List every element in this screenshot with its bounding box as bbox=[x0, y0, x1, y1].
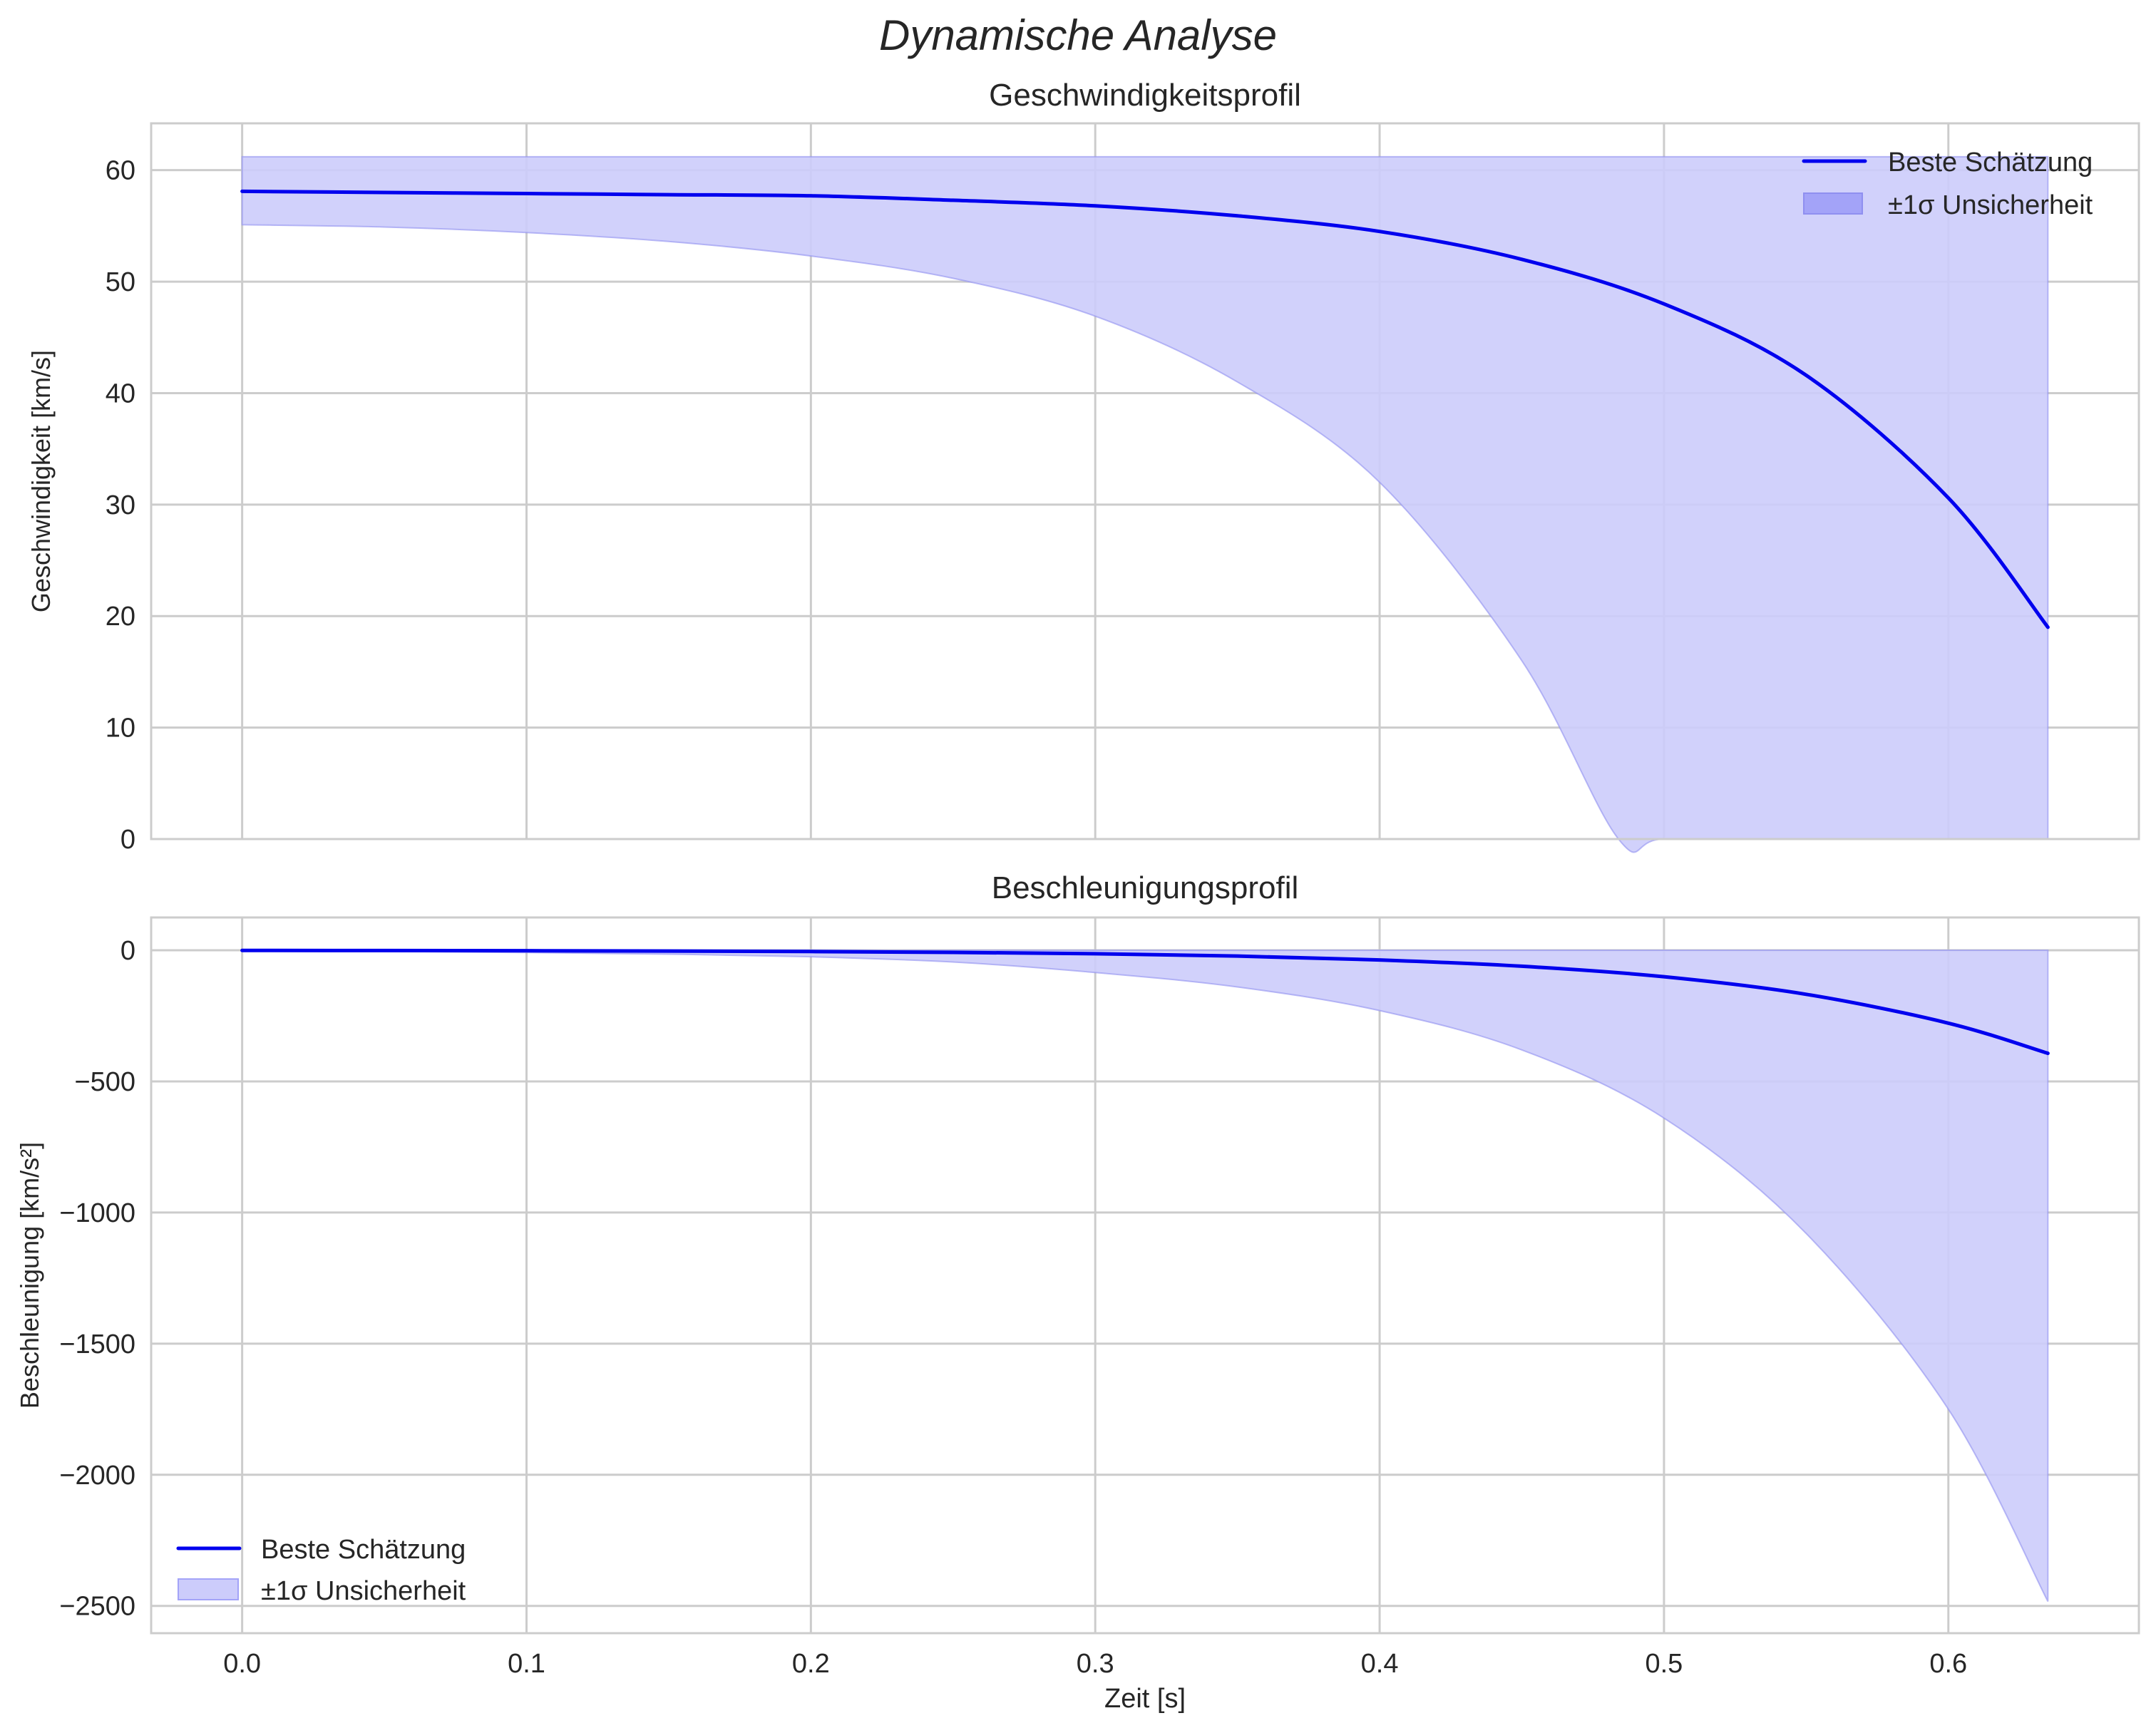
y-tick-label: 20 bbox=[106, 602, 135, 632]
velocity-best-estimate-line bbox=[240, 189, 2050, 629]
acceleration-legend: Beste Schätzung ±1σ Unsicherheit bbox=[176, 1535, 466, 1606]
y-tick-label: −1000 bbox=[59, 1198, 135, 1228]
figure-title: Dynamische Analyse bbox=[879, 11, 1277, 59]
x-axis-label: Zeit [s] bbox=[1104, 1684, 1186, 1714]
x-tick-label: 0.4 bbox=[1361, 1649, 1399, 1679]
legend-label-best-estimate: Beste Schätzung bbox=[261, 1535, 466, 1565]
x-tick-label: 0.6 bbox=[1929, 1649, 1967, 1679]
legend-label-uncertainty: ±1σ Unsicherheit bbox=[1888, 190, 2093, 220]
best-estimate-line bbox=[240, 948, 2050, 1056]
y-tick-label: −2500 bbox=[59, 1592, 135, 1622]
acceleration-y-ticks: 0 −500 −1000 −1500 −2000 −2500 bbox=[59, 936, 135, 1622]
legend-label-best-estimate: Beste Schätzung bbox=[1888, 148, 2093, 178]
velocity-panel: Geschwindigkeitsprofil 0 10 20 30 40 50 60 Ges… bbox=[26, 78, 2140, 855]
y-tick-label: 0 bbox=[120, 936, 135, 966]
x-tick-label: 0.1 bbox=[508, 1649, 545, 1679]
legend-band-swatch bbox=[1803, 192, 1863, 215]
y-tick-label: −2000 bbox=[59, 1461, 135, 1491]
legend-label-uncertainty: ±1σ Unsicherheit bbox=[261, 1576, 466, 1606]
y-tick-label: −500 bbox=[74, 1067, 135, 1097]
y-tick-label: 60 bbox=[106, 156, 135, 186]
x-tick-label: 0.2 bbox=[792, 1649, 830, 1679]
best-estimate-line bbox=[240, 189, 2050, 629]
velocity-panel-title: Geschwindigkeitsprofil bbox=[989, 78, 1301, 113]
y-tick-label: 0 bbox=[120, 825, 135, 855]
legend-band-swatch bbox=[178, 1578, 239, 1600]
velocity-legend: Beste Schätzung ±1σ Unsicherheit bbox=[1802, 148, 2093, 220]
y-tick-label: 50 bbox=[106, 267, 135, 297]
velocity-y-ticks: 0 10 20 30 40 50 60 bbox=[106, 156, 135, 855]
acceleration-axes-frame bbox=[150, 916, 2140, 1635]
velocity-axes-frame bbox=[150, 122, 2140, 840]
acceleration-panel: Beschleunigungsprofil 0 −500 −1000 −1500 −20… bbox=[15, 870, 2140, 1714]
acceleration-panel-title: Beschleunigungsprofil bbox=[992, 870, 1299, 905]
velocity-y-axis-label: Geschwindigkeit [km/s] bbox=[26, 350, 56, 612]
y-tick-label: 40 bbox=[106, 379, 135, 408]
acceleration-uncertainty-band bbox=[241, 949, 2049, 1602]
x-tick-label: 0.0 bbox=[223, 1649, 261, 1679]
acceleration-best-estimate-line bbox=[240, 948, 2050, 1056]
y-tick-label: 10 bbox=[106, 714, 135, 744]
acceleration-x-ticks: 0.0 0.1 0.2 0.3 0.4 0.5 0.6 bbox=[223, 1649, 1967, 1679]
acceleration-y-axis-label: Beschleunigung [km/s²] bbox=[15, 1142, 44, 1409]
x-tick-label: 0.5 bbox=[1645, 1649, 1683, 1679]
x-tick-label: 0.3 bbox=[1077, 1649, 1114, 1679]
y-tick-label: 30 bbox=[106, 490, 135, 520]
y-tick-label: −1500 bbox=[59, 1330, 135, 1359]
uncertainty-band bbox=[241, 949, 2049, 1602]
